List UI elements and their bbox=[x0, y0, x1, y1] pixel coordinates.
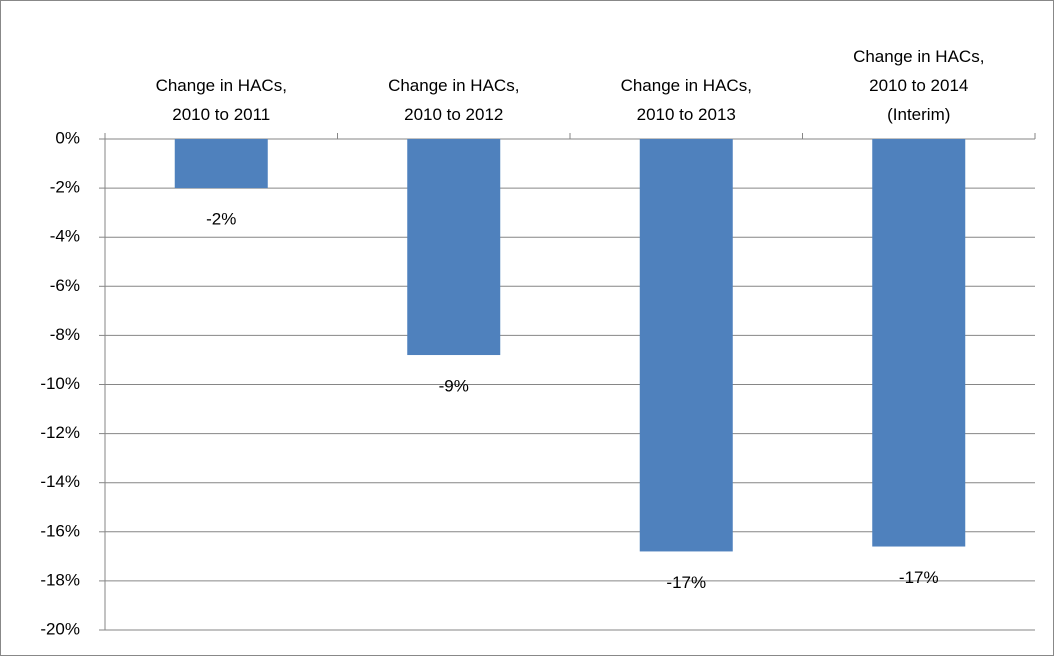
value-label: -2% bbox=[206, 210, 236, 229]
x-tick-label: Change in HACs, 2010 to 2012 bbox=[388, 76, 520, 124]
y-tick-label: -12% bbox=[40, 423, 80, 442]
y-tick-label: -10% bbox=[40, 374, 80, 393]
y-tick-label: -16% bbox=[40, 521, 80, 540]
bar bbox=[174, 139, 268, 189]
y-tick-label: -14% bbox=[40, 472, 80, 491]
y-tick-label: -6% bbox=[50, 276, 80, 295]
x-tick-label: Change in HACs, 2010 to 2011 bbox=[155, 76, 287, 124]
value-label: -9% bbox=[439, 377, 469, 396]
y-tick-label: 0% bbox=[55, 128, 80, 147]
y-tick-label: -8% bbox=[50, 325, 80, 344]
y-tick-label: -18% bbox=[40, 570, 80, 589]
value-label: -17% bbox=[899, 568, 939, 587]
x-tick-label: Change in HACs, 2010 to 2014 (Interim) bbox=[853, 47, 985, 124]
value-label: -17% bbox=[666, 573, 706, 592]
x-tick-label: Change in HACs, 2010 to 2013 bbox=[620, 76, 752, 124]
y-tick-label: -20% bbox=[40, 619, 80, 638]
bar bbox=[872, 139, 966, 547]
y-tick-label: -2% bbox=[50, 178, 80, 197]
bar bbox=[639, 139, 733, 552]
bar bbox=[407, 139, 501, 356]
y-tick-label: -4% bbox=[50, 227, 80, 246]
